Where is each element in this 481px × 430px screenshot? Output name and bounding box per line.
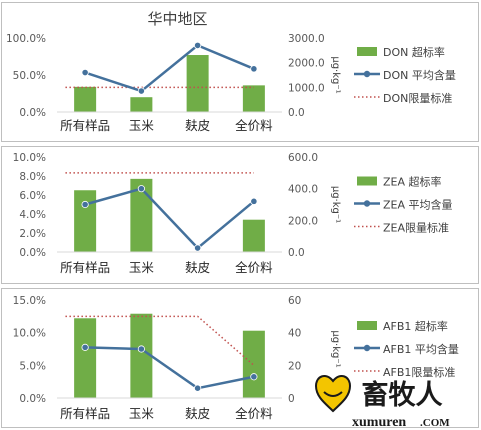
bar-4 [242,85,265,112]
legend-label: ZEA 超标率 [383,175,442,189]
y-tick-label: 0.0% [19,393,46,405]
legend-label: DON 平均含量 [383,68,456,82]
y2-tick-label: 1000.0 [288,82,325,94]
bar-4 [242,219,265,252]
limit-line [65,315,255,366]
y2-axis-unit-label: μg·kg⁻¹ [330,330,341,367]
watermark-site: xumuren [352,415,406,430]
mean-point-3 [194,41,202,50]
category-label: 麸皮 [185,260,210,275]
bar-1 [74,318,97,398]
category-label: 玉米 [129,260,155,275]
legend-label: DON 超标率 [383,45,445,59]
legend-swatch-bar [357,176,377,186]
y-tick-label: 2.0% [19,228,46,240]
y-tick-label: 0.0% [19,107,46,119]
legend-label: ZEA限量标准 [383,221,449,235]
bar-1 [74,86,97,112]
legend-swatch-marker [363,344,371,352]
legend-swatch-bar [357,47,377,56]
y-tick-label: 50.0% [13,70,46,82]
y-tick-label: 5.0% [19,360,46,372]
mean-point-1 [81,200,89,209]
y-tick-label: 15.0% [13,295,46,307]
mean-point-2 [137,87,145,95]
watermark-tld: .COM [420,417,450,429]
y-tick-label: 0.0% [19,247,46,259]
mean-line [84,44,255,93]
bar-2 [130,178,153,252]
category-label: 全价料 [235,260,273,275]
y2-tick-label: 0.0 [288,247,305,259]
mean-point-3 [194,244,202,252]
legend-swatch-marker [363,200,371,207]
category-label: 全价料 [235,118,273,133]
y2-tick-label: 40 [288,328,301,340]
panel-frame-don [1,2,479,142]
mean-line [85,346,255,390]
y2-axis-unit-label: μg·kg⁻¹ [330,186,341,223]
mean-point-1 [81,343,89,351]
category-label: 玉米 [129,118,155,133]
y-tick-label: 6.0% [19,190,46,202]
legend-label: AFB1 超标率 [383,319,448,333]
mean-point-3 [194,384,202,392]
bar-1 [74,190,97,252]
mean-point-2 [137,185,145,193]
y2-tick-label: 2000.0 [288,58,325,70]
y2-tick-label: 20 [288,360,301,372]
legend-swatch-bar [357,321,377,330]
mean-point-1 [81,68,89,77]
y2-tick-label: 400.0 [288,184,318,196]
category-label: 所有样品 [60,260,110,275]
legend-label: AFB1 平均含量 [383,342,459,356]
mean-point-4 [250,197,258,205]
watermark-logo: 畜牧人 xumuren .COM [314,375,450,430]
y2-tick-label: 0 [288,393,295,405]
bar-4 [242,330,265,398]
y-tick-label: 4.0% [19,209,46,221]
y2-tick-label: 0.0 [288,107,305,119]
mean-line [84,187,255,250]
category-label: 所有样品 [60,406,110,421]
chart-title: 华中地区 [147,10,207,28]
legend-label: AFB1限量标准 [383,365,455,379]
category-label: 麸皮 [185,118,210,133]
category-label: 麸皮 [185,406,210,421]
y-tick-label: 10.0% [13,328,46,340]
y2-axis-unit-label: μg·kg⁻¹ [330,56,341,93]
y2-tick-label: 600.0 [288,152,318,164]
bar-2 [130,97,153,112]
y-tick-label: 100.0% [6,33,46,45]
y-tick-label: 8.0% [19,171,46,183]
y2-tick-label: 3000.0 [288,33,325,45]
mean-point-2 [137,345,145,353]
category-label: 玉米 [129,406,155,421]
watermark-brand: 畜牧人 [362,379,443,410]
legend-label: ZEA 平均含量 [383,198,453,212]
category-label: 所有样品 [60,118,110,133]
bar-2 [130,313,153,398]
smile-icon [323,391,343,397]
category-label: 全价料 [235,406,273,421]
heart-icon [314,375,352,413]
y-tick-label: 10.0% [13,152,46,164]
y2-tick-label: 60 [288,295,301,307]
mean-point-4 [250,65,258,73]
legend-swatch-marker [363,70,371,78]
bar-3 [186,55,209,112]
legend-label: DON限量标准 [383,91,452,105]
y2-tick-label: 200.0 [288,215,318,227]
mean-point-4 [250,373,258,381]
